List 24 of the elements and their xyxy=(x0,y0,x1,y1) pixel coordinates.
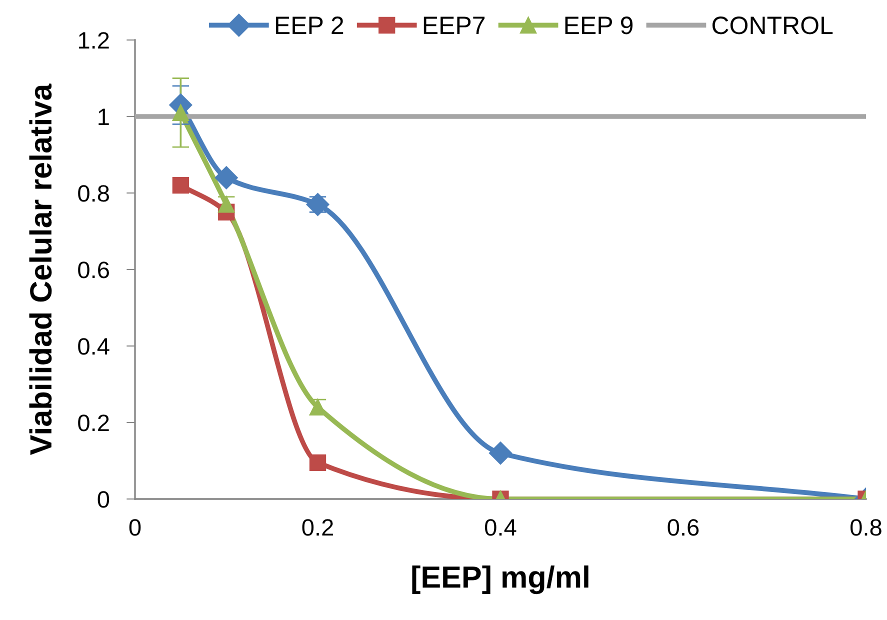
point xyxy=(309,454,326,471)
y-tick-label: 0.6 xyxy=(78,262,109,278)
point xyxy=(214,166,238,190)
x-tick-label: 0.4 xyxy=(485,519,516,536)
point xyxy=(306,192,330,216)
legend-label: CONTROL xyxy=(712,16,833,34)
legend-label: EEP7 xyxy=(424,16,485,34)
y-tick-label: 0 xyxy=(98,491,110,508)
point xyxy=(172,104,190,122)
x-tick-label: 0 xyxy=(129,519,141,536)
y-axis-title: Viabilidad Celular relativa xyxy=(29,84,52,455)
y-tick-label: 0.4 xyxy=(78,338,110,355)
x-axis-title: [EEP] mg/ml xyxy=(412,565,588,594)
y-tick-label: 0.2 xyxy=(78,414,109,432)
x-tick-label: 0.8 xyxy=(850,519,882,536)
x-tick-label: 0.2 xyxy=(302,519,333,536)
point xyxy=(172,177,190,194)
legend-label: EEP 9 xyxy=(565,16,633,34)
x-tick-label: 0.6 xyxy=(668,519,699,536)
y-tick-label: 1.2 xyxy=(78,32,109,49)
y-tick-label: 0.8 xyxy=(78,185,109,202)
legend-label: EEP 2 xyxy=(276,16,344,34)
point xyxy=(489,442,512,465)
y-tick-label: 1 xyxy=(98,108,109,126)
